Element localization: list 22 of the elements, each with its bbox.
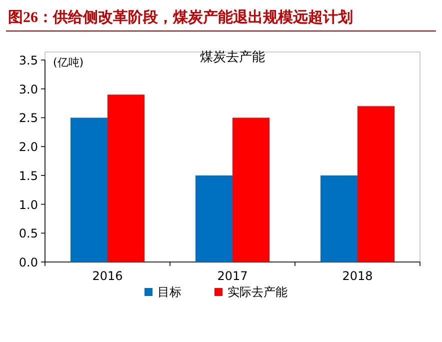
y-tick-label: 2.5 <box>18 111 38 126</box>
bar <box>358 106 394 262</box>
legend-label: 目标 <box>158 285 182 299</box>
bar <box>108 94 144 262</box>
y-tick-label: 3.5 <box>18 54 38 68</box>
bar <box>70 118 108 262</box>
y-tick-label: 3.0 <box>18 82 38 96</box>
legend-label: 实际去产能 <box>228 285 288 299</box>
bar <box>196 175 232 262</box>
y-tick-label: 0.0 <box>18 256 38 270</box>
x-tick-label: 2017 <box>217 269 248 283</box>
bar <box>232 118 270 262</box>
chart-subtitle: 煤炭去产能 <box>200 50 265 65</box>
y-tick-label: 1.0 <box>18 198 38 212</box>
y-tick-label: 2.0 <box>18 140 38 154</box>
bar <box>320 175 358 262</box>
y-axis-title: (亿吨) <box>53 56 84 69</box>
x-tick-label: 2016 <box>92 269 123 283</box>
x-tick-label: 2018 <box>342 269 373 283</box>
y-tick-label: 1.5 <box>18 168 38 183</box>
chart-title: 图26：供给侧改革阶段，煤炭产能退出规模远超计划 <box>8 9 353 26</box>
y-tick-label: 0.5 <box>18 226 38 241</box>
